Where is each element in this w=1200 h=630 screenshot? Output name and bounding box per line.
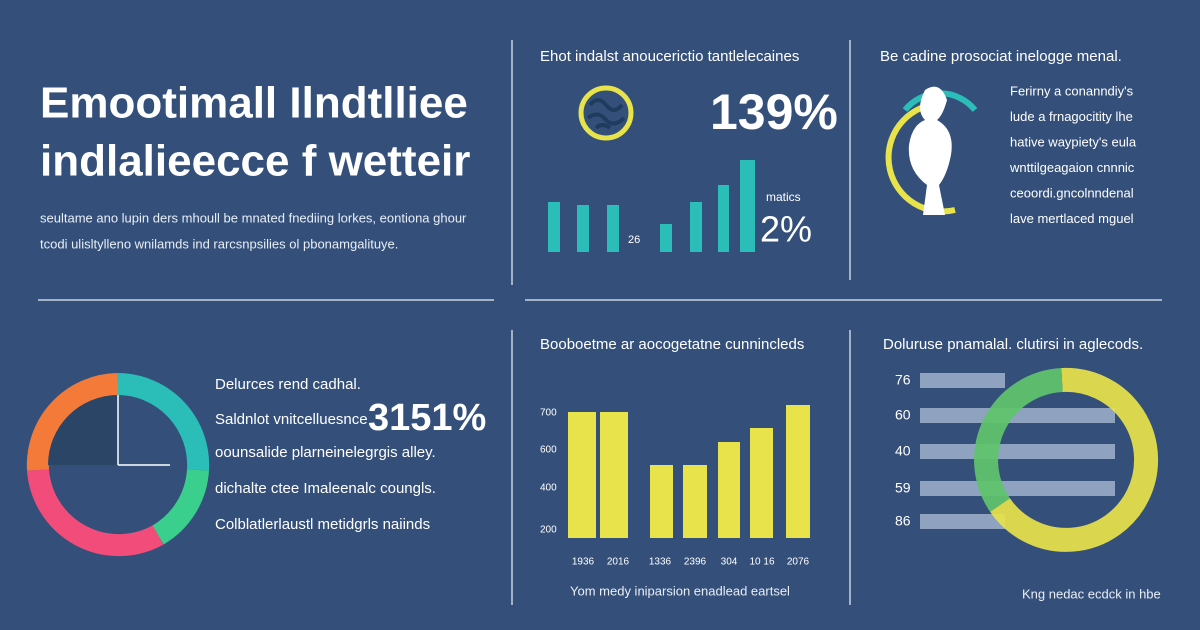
text-line: Saldnlot vnitcelluesnce bbox=[215, 411, 368, 428]
heading: Be cadine prosociat inelogge menal. bbox=[880, 48, 1122, 65]
text-line: lude a frnagocitity lhe bbox=[1010, 109, 1133, 124]
x-label: 10 16 bbox=[749, 557, 774, 568]
text-line: Ferirny a conanndiy's bbox=[1010, 83, 1134, 98]
intro: seultame ano lupin ders mhoull be mnated… bbox=[40, 210, 467, 225]
dividers bbox=[38, 40, 1162, 605]
intro: tcodi ulisltylleno wnilamds ind rarcsnps… bbox=[40, 236, 398, 251]
text-line: oounsalide plarneinelegrgis alley. bbox=[215, 444, 436, 461]
text-line: Colblatlerlaustl metidgrls naiinds bbox=[215, 516, 430, 533]
text-line: lave mertlaced mguel bbox=[1010, 211, 1134, 226]
donut bbox=[26, 373, 210, 557]
stat: 139% bbox=[710, 84, 838, 140]
y-label: 600 bbox=[540, 445, 557, 456]
x-label: 2076 bbox=[787, 557, 810, 568]
title: indlalieecce f wetteir bbox=[40, 137, 470, 186]
caption: Kng nedac ecdck in hbe bbox=[1022, 586, 1161, 601]
y-label: 200 bbox=[540, 525, 557, 536]
bar-label: 59 bbox=[895, 480, 911, 496]
note: matics bbox=[766, 190, 801, 204]
x-label: 1336 bbox=[649, 557, 672, 568]
note-stat: 2% bbox=[760, 209, 812, 250]
text-line: dichalte ctee Imaleenalc coungls. bbox=[215, 480, 436, 497]
yellow-bars bbox=[568, 405, 810, 538]
bar-label: 86 bbox=[895, 513, 911, 529]
heading: Ehot indalst anoucerictio tantlelecaines bbox=[540, 48, 799, 65]
stat: 3151% bbox=[368, 397, 486, 439]
bar-label: 40 bbox=[895, 443, 911, 459]
x-label: 304 bbox=[721, 557, 738, 568]
x-label: 1936 bbox=[572, 557, 595, 568]
title: Emootimall Ilndtlliee bbox=[40, 79, 468, 128]
text-line: ceoordi.gncolnndenal bbox=[1010, 185, 1134, 200]
x-label: 2396 bbox=[684, 557, 707, 568]
y-label: 700 bbox=[540, 408, 557, 419]
person-icon bbox=[885, 86, 978, 216]
bar-label: 76 bbox=[895, 372, 911, 388]
gray-bars bbox=[920, 373, 1115, 529]
heading: Doluruse pnamalal. clutirsi in aglecods. bbox=[883, 336, 1143, 353]
caption: Yom medy iniparsion enadlead eartsel bbox=[570, 583, 790, 598]
x-label: 2016 bbox=[607, 557, 630, 568]
bar-label: 26 bbox=[628, 234, 640, 246]
text-line: Delurces rend cadhal. bbox=[215, 376, 361, 393]
bar-label: 60 bbox=[895, 407, 911, 423]
teal-bars bbox=[548, 160, 755, 252]
brain-icon bbox=[578, 85, 634, 141]
y-label: 400 bbox=[540, 483, 557, 494]
ring bbox=[974, 367, 1158, 552]
text-line: wnttilgeagaion cnnnic bbox=[1009, 160, 1135, 175]
heading: Booboetme ar aocogetatne cunnincleds bbox=[540, 336, 804, 353]
text-line: hative waypiety's eula bbox=[1010, 134, 1137, 149]
